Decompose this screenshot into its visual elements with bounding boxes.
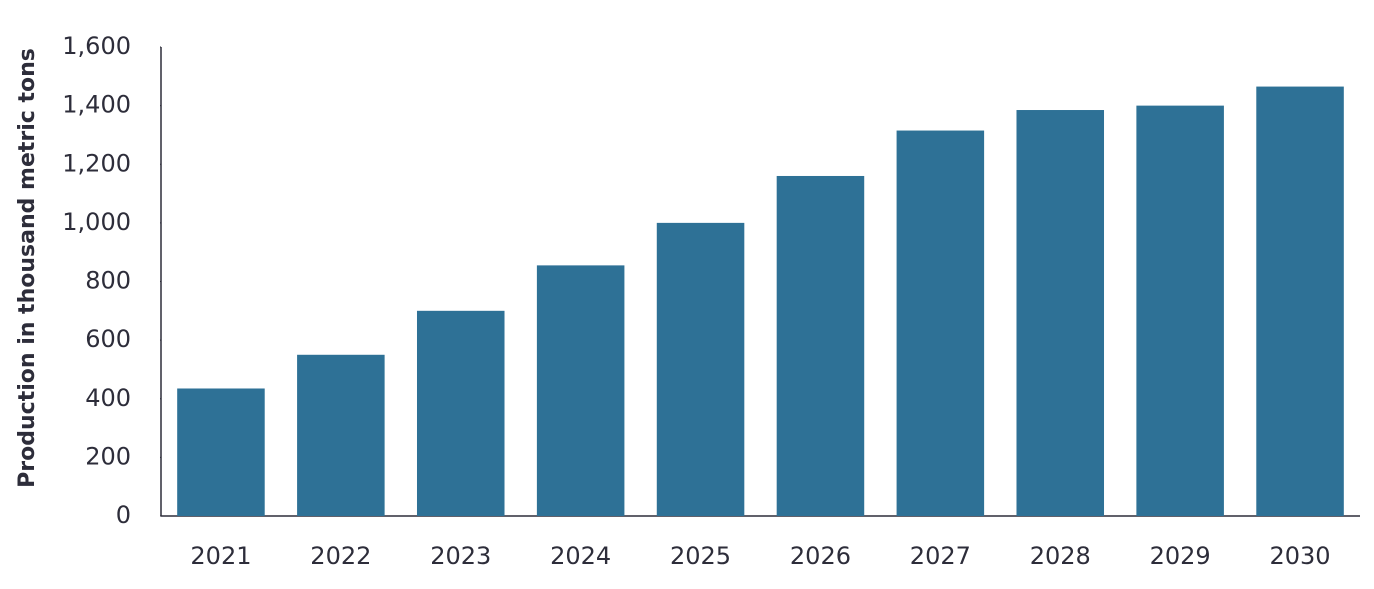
- y-tick-label: 1,600: [62, 32, 131, 60]
- x-tick-label: 2025: [670, 542, 731, 570]
- x-tick-label: 2021: [190, 542, 251, 570]
- bar: [1136, 105, 1224, 516]
- y-tick-label: 600: [85, 325, 131, 353]
- x-tick-label: 2027: [910, 542, 971, 570]
- x-tick-label: 2023: [430, 542, 491, 570]
- y-tick-label: 200: [85, 442, 131, 470]
- x-tick-label: 2026: [790, 542, 851, 570]
- x-tick-label: 2024: [550, 542, 611, 570]
- x-tick-label: 2030: [1270, 542, 1331, 570]
- bar: [536, 265, 625, 516]
- bar: [656, 222, 745, 516]
- bar: [297, 354, 385, 516]
- y-tick-label: 1,000: [62, 208, 131, 236]
- y-tick-label: 800: [85, 267, 131, 295]
- bar: [1256, 86, 1344, 517]
- bar: [1016, 110, 1105, 516]
- bar: [776, 175, 865, 516]
- x-tick-label: 2029: [1150, 542, 1211, 570]
- bar: [177, 388, 265, 516]
- bar: [416, 310, 505, 516]
- y-tick-label: 1,200: [62, 149, 131, 177]
- y-tick-label: 400: [85, 384, 131, 412]
- x-tick-label: 2028: [1030, 542, 1091, 570]
- bar: [896, 130, 985, 516]
- y-tick-label: 0: [116, 501, 131, 529]
- y-tick-label: 1,400: [62, 91, 131, 119]
- x-tick-label: 2022: [310, 542, 371, 570]
- y-axis-label: Production in thousand metric tons: [15, 48, 40, 488]
